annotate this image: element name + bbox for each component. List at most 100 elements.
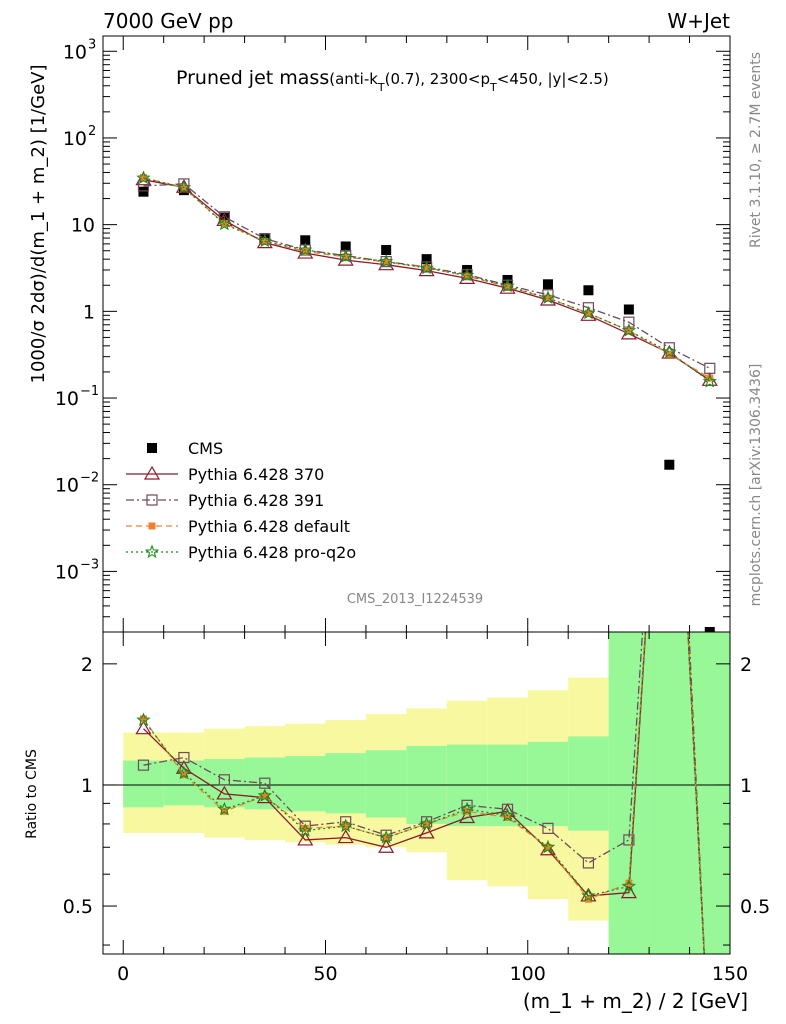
x-tick-label: 0 <box>117 963 129 985</box>
ratio-point <box>176 765 192 780</box>
main-y-axis-label: 1000/σ 2dσ)/d(m_1 + m_2) [1/GeV] <box>28 65 49 384</box>
band-stat <box>123 760 164 808</box>
mcplots-label: mcplots.cern.ch [arXiv:1306.3436] <box>748 364 764 607</box>
series-pythia-6-428-pro-q2o <box>136 170 717 388</box>
data-point <box>379 254 394 268</box>
series-line <box>143 179 711 381</box>
main-y-tick-exponent: 2 <box>88 124 96 139</box>
ratio-y-tick-label: 1 <box>81 775 93 797</box>
ratio-point <box>217 801 232 816</box>
ratio-point <box>298 823 313 837</box>
ratio-point <box>337 829 354 844</box>
main-y-tick-label: 10 <box>63 128 87 150</box>
data-point <box>662 344 677 358</box>
legend-marker <box>147 443 157 453</box>
main-y-tick-exponent: 3 <box>88 37 96 52</box>
x-axis-label: (m_1 + m_2) / 2 [GeV] <box>523 989 748 1013</box>
ratio-point <box>540 839 556 854</box>
ratio-point <box>137 759 150 771</box>
data-point <box>702 374 717 388</box>
main-y-tick-label: 1 <box>83 301 95 323</box>
analysis-id: CMS_2013_I1224539 <box>347 592 483 607</box>
band-stat <box>365 750 407 818</box>
legend-label: Pythia 6.428 pro-q2o <box>188 543 356 562</box>
legend-entry: CMS <box>147 439 223 458</box>
plot-title-main: Pruned jet mass <box>176 67 329 89</box>
ratio-series-layer <box>135 632 706 954</box>
band-stat <box>325 753 366 814</box>
ratio-point <box>382 834 390 842</box>
data-point <box>419 260 434 275</box>
data-point <box>423 264 431 272</box>
ratio-point <box>423 820 431 828</box>
main-y-tick-label: 10 <box>63 41 87 63</box>
data-point <box>704 362 716 374</box>
series-pythia-6-428-370 <box>135 171 718 386</box>
ratio-point <box>459 809 476 824</box>
data-point <box>623 304 634 315</box>
band-stat <box>649 632 690 954</box>
data-point <box>301 248 309 256</box>
legend-marker <box>148 522 156 530</box>
data-point <box>459 267 475 282</box>
data-point <box>544 294 552 302</box>
band-stat <box>568 736 609 831</box>
legend-marker <box>144 544 160 559</box>
ratio-point <box>419 816 434 831</box>
x-tick-label: 150 <box>712 963 748 985</box>
legend-entry: Pythia 6.428 391 <box>126 491 324 510</box>
plot-title: Pruned jet mass(anti-kT(0.7), 2300<pT<45… <box>176 67 609 94</box>
data-point <box>584 309 592 317</box>
ratio-point <box>542 822 554 834</box>
ratio-y-tick-label-right: 1 <box>740 775 752 797</box>
data-point <box>138 186 149 197</box>
ratio-point <box>459 801 475 816</box>
ratio-point <box>418 824 435 839</box>
ratio-y-tick-label-right: 2 <box>740 654 752 676</box>
main-y-tick-exponent: −3 <box>80 557 99 572</box>
main-y-tick-exponent: −2 <box>80 471 99 486</box>
ratio-point <box>216 785 233 800</box>
ratio-point <box>259 777 271 789</box>
ratio-point <box>378 839 395 853</box>
x-tick-label: 50 <box>313 963 337 985</box>
data-point <box>300 235 311 246</box>
ratio-point <box>621 878 637 893</box>
ratio-point <box>178 751 190 764</box>
legend-entry: Pythia 6.428 pro-q2o <box>126 543 356 562</box>
ratio-point <box>301 824 309 832</box>
rivet-label: Rivet 3.1.10, ≥ 2.7M events <box>748 52 764 248</box>
main-series-layer <box>135 170 718 632</box>
data-point <box>342 253 350 261</box>
ratio-y-tick-label: 2 <box>81 654 93 676</box>
ratio-point <box>139 715 147 723</box>
legend-entry: Pythia 6.428 370 <box>126 465 324 484</box>
ratio-series-pythia-6-428-pro-q2o <box>136 632 705 954</box>
data-point <box>504 283 512 291</box>
ratio-point <box>623 834 635 846</box>
band-stat <box>527 741 569 827</box>
ratio-point <box>135 720 152 735</box>
data-point <box>298 242 313 257</box>
data-point <box>136 170 151 185</box>
ratio-point <box>338 818 353 833</box>
ratio-point <box>180 771 188 779</box>
ratio-point <box>136 712 151 727</box>
legend-marker <box>143 465 161 480</box>
legend-label: Pythia 6.428 370 <box>188 465 324 484</box>
ratio-y-axis-label: Ratio to CMS <box>24 749 40 839</box>
data-point <box>217 216 232 231</box>
main-y-tick-label: 10 <box>71 215 95 237</box>
data-point <box>581 305 596 320</box>
band-stat <box>204 759 245 808</box>
band-stat <box>608 632 650 954</box>
data-point <box>257 233 272 248</box>
ratio-point <box>379 830 394 844</box>
energy-label: 7000 GeV pp <box>103 9 234 33</box>
main-y-tick-exponent: −1 <box>80 384 99 399</box>
main-y-tick-label: 10 <box>55 561 79 583</box>
ratio-point <box>581 888 596 902</box>
data-point <box>421 254 432 265</box>
